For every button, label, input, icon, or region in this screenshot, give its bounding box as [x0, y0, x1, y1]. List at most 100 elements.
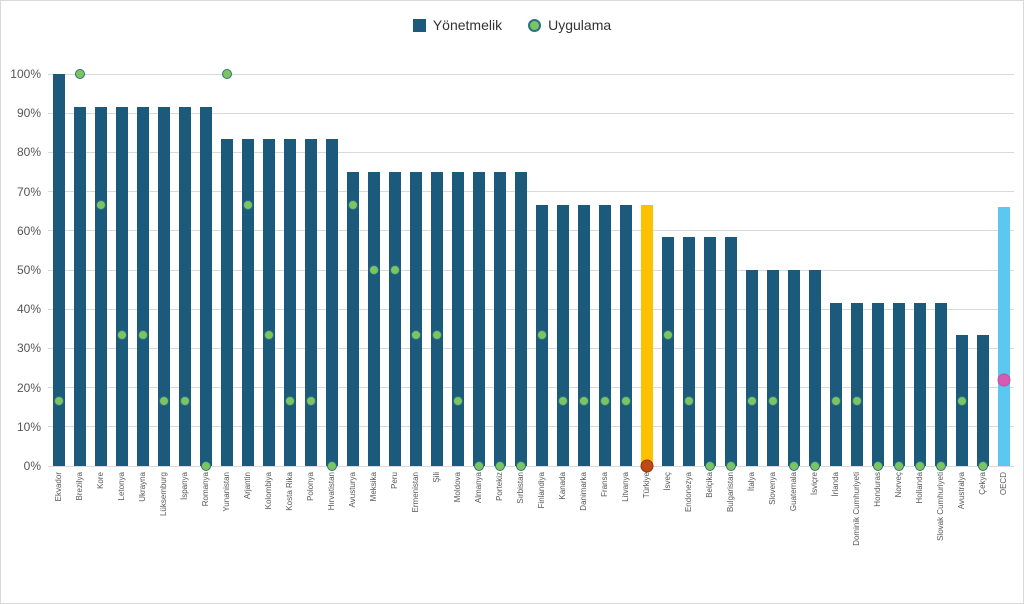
x-axis-label: Çekya: [977, 472, 987, 495]
chart-column: Kore: [90, 74, 111, 489]
dot-uygulama: [662, 330, 673, 341]
bar-yonetmelik: [598, 204, 611, 466]
bar-yonetmelik: [661, 237, 674, 466]
dot-uygulama: [305, 395, 316, 406]
dot-uygulama: [746, 395, 757, 406]
y-tick-label: 20%: [16, 380, 41, 395]
bar-yonetmelik: [808, 270, 821, 466]
bar-yonetmelik: [304, 139, 317, 466]
legend-label-uygulama: Uygulama: [548, 17, 612, 33]
dot-uygulama: [809, 461, 820, 471]
bar-series-container: Ekvador Brezilya Kore Letonya Ukrayna Lüksemb…: [48, 69, 1014, 546]
y-axis: 100% 90% 80% 70% 60% 50% 40% 30% 20% 10% 0%: [1, 67, 43, 473]
chart-column: Kolombiya: [258, 74, 279, 509]
x-axis-label: Yunanistan: [221, 472, 231, 512]
x-axis-label: Norveç: [893, 472, 903, 498]
chart-column: Arjantin: [237, 74, 258, 499]
bar-yonetmelik: [892, 302, 905, 466]
bar-yonetmelik: [703, 237, 716, 466]
bar-yonetmelik: [787, 270, 800, 466]
chart-column: Avustralya: [951, 74, 972, 509]
x-axis-label: Romanya: [200, 472, 210, 507]
bar-yonetmelik: [766, 270, 779, 466]
chart-column: Sırbistan: [510, 74, 531, 504]
dot-uygulama: [851, 395, 862, 406]
dot-uygulama: [452, 395, 463, 406]
x-axis-label: Letonya: [116, 472, 126, 501]
chart-column: Fransa: [594, 74, 615, 497]
x-axis-label: Türkiye: [641, 472, 651, 499]
x-axis-label: Avustralya: [956, 472, 966, 510]
bar-yonetmelik: [94, 106, 107, 466]
x-axis-label: Endonezya: [683, 472, 693, 513]
grid-line: [48, 230, 1014, 232]
bar-yonetmelik: [493, 172, 506, 466]
bar-yonetmelik: [871, 302, 884, 466]
chart-column: Guatemala: [783, 74, 804, 511]
chart-column: Slovenya: [762, 74, 783, 505]
x-axis-label: Sırbistan: [515, 472, 525, 504]
dot-uygulama: [767, 395, 778, 406]
bar-yonetmelik: [640, 204, 653, 466]
dot-uygulama: [977, 461, 988, 471]
bar-yonetmelik: [472, 172, 485, 466]
x-axis-label: Ekvador: [53, 472, 63, 502]
bar-yonetmelik: [52, 74, 65, 466]
x-axis-label: İsviçre: [809, 472, 819, 496]
bar-yonetmelik: [682, 237, 695, 466]
x-axis-label: Meksika: [368, 472, 378, 502]
x-axis-label: Brezilya: [74, 472, 84, 501]
chart-column: Moldova: [447, 74, 468, 502]
bar-yonetmelik: [745, 270, 758, 466]
dot-uygulama: [368, 265, 379, 275]
bar-yonetmelik: [829, 302, 842, 466]
chart-column: Dominik Cumhuriyeti: [846, 74, 867, 546]
dot-uygulama: [620, 395, 631, 406]
x-axis-label: Finlandiya: [536, 472, 546, 509]
x-axis-label: Guatemala: [788, 472, 798, 512]
dot-uygulama: [536, 330, 547, 341]
bar-yonetmelik: [220, 139, 233, 466]
x-axis-label: Ukrayna: [137, 472, 147, 502]
bar-yonetmelik: [115, 106, 128, 466]
chart-column: Endonezya: [678, 74, 699, 512]
chart-column: Şili: [426, 74, 447, 483]
y-tick-label: 100%: [10, 67, 41, 81]
x-axis-label: İrlanda: [830, 472, 840, 497]
dot-uygulama: [557, 395, 568, 406]
chart-column: İtalya: [741, 74, 762, 491]
bar-yonetmelik: [724, 237, 737, 466]
chart-column: Lüksemburg: [153, 74, 174, 516]
x-axis-label: Almanya: [473, 472, 483, 504]
chart-column: Ukrayna: [132, 74, 153, 502]
x-axis-label: Arjantin: [242, 472, 252, 500]
chart-column: Kanada: [552, 74, 573, 500]
x-axis-label: Peru: [389, 472, 399, 489]
x-axis-label: Kanada: [557, 472, 567, 500]
x-axis-label: Kosta Rika: [284, 472, 294, 511]
legend: Yönetmelik Uygulama: [1, 17, 1023, 33]
chart-column: Belçika: [699, 74, 720, 498]
grid-line: [48, 308, 1014, 310]
dot-uygulama: [95, 199, 106, 210]
x-axis-label: Dominik Cumhuriyeti: [851, 472, 861, 546]
x-axis-label: Ermenistan: [410, 472, 420, 513]
dot-uygulama: [914, 461, 925, 471]
chart-column: Kosta Rika: [279, 74, 300, 511]
chart-column: Türkiye: [636, 74, 657, 498]
x-axis-label: Portekiz: [494, 472, 504, 501]
y-tick-label: 0%: [23, 459, 41, 473]
x-axis-label: Fransa: [599, 472, 609, 497]
x-axis-label: Slovenya: [767, 472, 777, 505]
dot-uygulama: [893, 461, 904, 471]
chart-column: OECD: [993, 74, 1014, 495]
y-tick-label: 50%: [16, 263, 41, 277]
x-axis-label: Litvanya: [620, 472, 630, 502]
bar-yonetmelik: [430, 172, 443, 466]
grid-line: [48, 465, 1014, 467]
dot-uygulama: [578, 395, 589, 406]
legend-circle-marker: [528, 18, 542, 32]
x-axis-label: Danimarka: [578, 472, 588, 511]
chart-column: İspanya: [174, 74, 195, 500]
grid-line: [48, 269, 1014, 271]
